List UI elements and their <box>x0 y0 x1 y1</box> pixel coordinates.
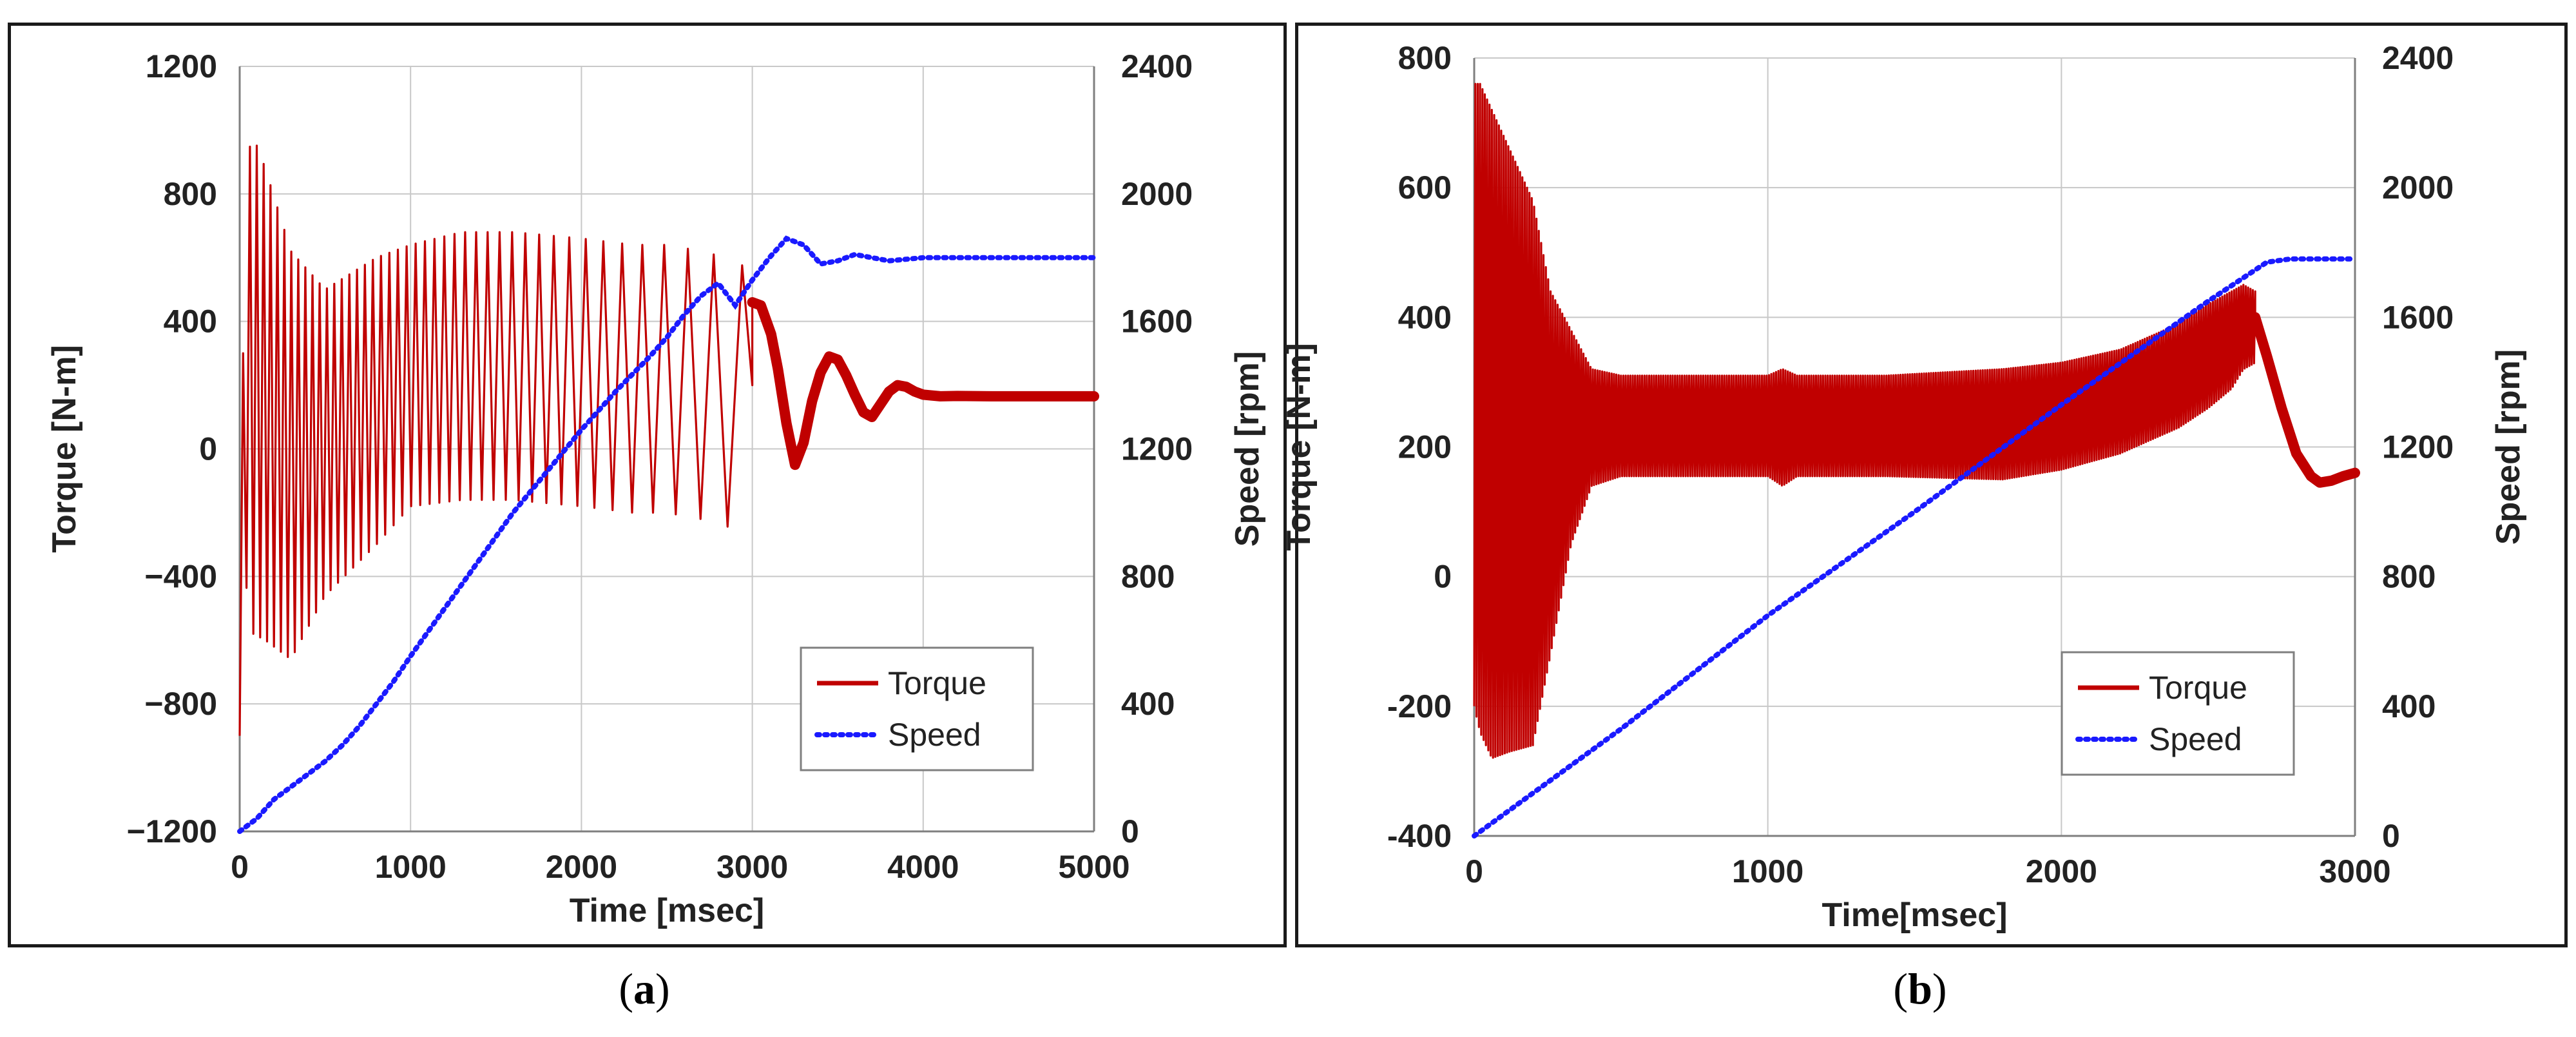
chart-a-ytick-left: −400 <box>144 558 217 594</box>
chart-a-legend: Torque Speed <box>800 646 1034 771</box>
chart-a-xtick: 4000 <box>887 849 959 885</box>
chart-b-ytick-right: 1200 <box>2382 429 2454 465</box>
chart-b-frame <box>1295 23 2568 947</box>
chart-a-ytick-left: −1200 <box>127 813 217 849</box>
chart-b-legend-box <box>2061 651 2295 776</box>
chart-a-speed-line <box>237 235 1097 834</box>
chart-a-ytick-right: 1200 <box>1121 431 1193 467</box>
chart-a-ytick-right: 0 <box>1121 813 1139 849</box>
chart-a-xlabel: Time [msec] <box>570 892 765 929</box>
chart-a-ytick-right: 800 <box>1121 558 1175 594</box>
chart-a-xtick: 3000 <box>716 849 788 885</box>
chart-b-speed-line <box>1472 256 2358 838</box>
chart-b-ytick-right: 2400 <box>2382 40 2454 76</box>
chart-a-ytick-right: 2400 <box>1121 48 1193 84</box>
chart-a-xtick: 0 <box>231 849 249 885</box>
chart-b-ytick-left: -200 <box>1387 688 1452 724</box>
chart-a-legend-torque-label: Torque <box>888 665 986 701</box>
chart-a-xtick: 5000 <box>1058 849 1129 885</box>
chart-b-legend-torque-label: Torque <box>2149 670 2247 706</box>
chart-b-xlabel: Time[msec] <box>1821 896 2007 934</box>
chart-a-ytick-left: 400 <box>164 304 217 340</box>
chart-b-xtick: 3000 <box>2319 853 2390 889</box>
chart-b-ytick-left: 600 <box>1398 170 1452 206</box>
chart-b-legend-speed-label: Speed <box>2149 721 2242 757</box>
chart-a-ylabel-left: Torque [N-m] <box>46 345 83 553</box>
chart-b-xtick: 2000 <box>2026 853 2097 889</box>
chart-a-ytick-right: 2000 <box>1121 176 1193 212</box>
chart-a-legend-speed-label: Speed <box>888 717 981 753</box>
chart-a-ytick-left: 1200 <box>146 48 217 84</box>
chart-b-ytick-right: 400 <box>2382 688 2436 724</box>
chart-b-torque-line <box>1473 82 2356 759</box>
chart-b-ytick-right: 0 <box>2382 818 2400 854</box>
chart-a-ytick-left: 0 <box>199 431 217 467</box>
chart-b-ytick-left: 400 <box>1398 299 1452 335</box>
chart-a-ytick-right: 400 <box>1121 686 1175 722</box>
chart-b-ytick-left: 800 <box>1398 40 1452 76</box>
chart-b-torque-tail <box>2250 312 2360 488</box>
chart-a-xtick: 1000 <box>375 849 447 885</box>
chart-b-xtick: 1000 <box>1732 853 1803 889</box>
chart-b-xtick: 0 <box>1465 853 1483 889</box>
chart-a-torque-tail <box>747 297 1099 470</box>
chart-b-ytick-right: 1600 <box>2382 299 2454 335</box>
chart-b-ytick-right: 2000 <box>2382 170 2454 206</box>
chart-a-ytick-left: 800 <box>164 176 217 212</box>
chart-a-ylabel-right: Speed [rpm] <box>1229 351 1266 547</box>
chart-a-ytick-left: −800 <box>144 686 217 722</box>
caption-a: (a) <box>619 964 670 1013</box>
chart-a-legend-box <box>800 646 1034 771</box>
chart-b-legend: Torque Speed <box>2061 651 2295 776</box>
chart-b-ylabel-left: Torque [N-m] <box>1280 343 1318 551</box>
chart-a-xtick: 2000 <box>546 849 617 885</box>
chart-a-group: −1200 −800 −400 0 400 800 1200 0 400 800 1200 1600 2… <box>46 48 1266 929</box>
chart-b-ytick-left: 0 <box>1434 559 1452 595</box>
chart-b-ytick-left: 200 <box>1398 429 1452 465</box>
chart-b-ytick-right: 800 <box>2382 559 2436 595</box>
caption-b: (b) <box>1893 964 1947 1013</box>
chart-a-ytick-right: 1600 <box>1121 304 1193 340</box>
chart-b-ylabel-right: Speed [rpm] <box>2490 349 2527 545</box>
chart-a-frame <box>8 23 1287 947</box>
chart-b-ytick-left: -400 <box>1387 818 1452 854</box>
chart-b-group: -400 -200 0 200 400 600 800 0 400 800 1200 1600 2000… <box>1280 40 2527 934</box>
